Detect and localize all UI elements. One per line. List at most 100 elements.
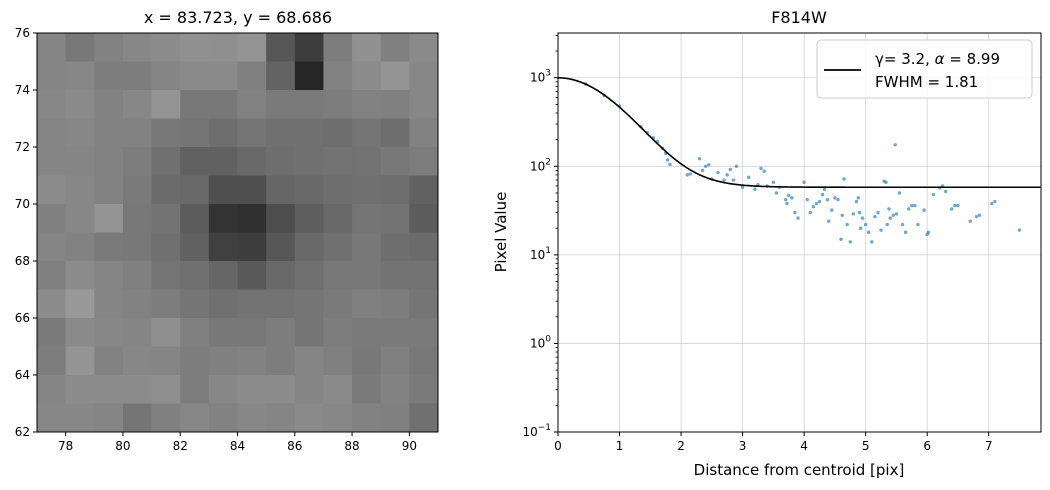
heatmap-cell <box>94 375 124 404</box>
data-point <box>716 170 720 175</box>
legend-alpha-value: = 8.99 <box>945 50 1001 68</box>
data-point <box>900 222 905 227</box>
y-tick-label: 103 <box>530 69 551 85</box>
x-tick-label: 7 <box>985 439 993 453</box>
data-point <box>814 201 819 206</box>
data-point <box>956 203 960 208</box>
data-point <box>753 187 757 191</box>
heatmap-cell <box>380 375 410 404</box>
heatmap-cell <box>237 318 267 347</box>
heatmap-cell <box>180 33 210 62</box>
heatmap-cell <box>380 61 410 91</box>
heatmap-cell <box>94 318 124 347</box>
data-point <box>839 237 843 241</box>
heatmap-cell <box>180 346 210 376</box>
heatmap-cell <box>237 61 267 91</box>
heatmap-cell <box>208 61 238 91</box>
data-point <box>968 219 972 223</box>
data-point <box>740 185 745 189</box>
heatmap-cell <box>151 61 181 91</box>
heatmap-cell <box>380 147 410 176</box>
heatmap-cell <box>65 346 95 376</box>
heatmap-cell <box>323 232 353 262</box>
heatmap-cell <box>122 261 153 290</box>
heatmap-y-tick-label: 64 <box>15 368 30 382</box>
data-point <box>907 207 911 211</box>
heatmap-cell <box>237 232 267 262</box>
heatmap-cell <box>151 318 181 347</box>
data-point <box>783 197 788 202</box>
legend-gamma-text: γ= 3.2, <box>875 50 935 68</box>
data-point <box>879 228 883 232</box>
data-point <box>913 203 917 208</box>
data-point <box>854 199 859 204</box>
data-point <box>668 162 672 167</box>
heatmap-cell <box>323 346 353 376</box>
scatter-x-ticks: 0 1 2 3 4 5 6 7 <box>554 432 993 453</box>
data-point <box>796 216 800 220</box>
data-point <box>867 230 871 234</box>
heatmap-cell <box>409 61 439 91</box>
heatmap-cell <box>294 232 324 262</box>
data-point <box>785 201 789 206</box>
heatmap-cell <box>237 147 267 176</box>
heatmap-cell <box>37 204 67 233</box>
scatter-points <box>583 82 1022 244</box>
heatmap-cell <box>208 204 238 233</box>
data-point <box>833 196 837 200</box>
heatmap-cell <box>122 375 153 404</box>
heatmap-cell <box>37 61 67 91</box>
heatmap-cell <box>122 403 153 433</box>
heatmap-cell <box>37 289 67 319</box>
heatmap-cell <box>180 403 210 433</box>
heatmap-cell <box>122 61 153 91</box>
heatmap-cell <box>180 289 210 319</box>
heatmap-cell <box>180 175 210 205</box>
heatmap-cell <box>266 33 296 62</box>
heatmap-cell <box>180 232 210 262</box>
heatmap-cell <box>208 261 238 290</box>
heatmap-cell <box>151 33 181 62</box>
heatmap-cell <box>151 346 181 376</box>
heatmap-cell <box>151 175 181 205</box>
data-point <box>728 167 732 172</box>
heatmap-cell <box>294 375 324 404</box>
heatmap-cell <box>294 33 324 62</box>
heatmap-cell <box>94 33 124 62</box>
heatmap-cell <box>409 33 439 62</box>
heatmap-cell <box>294 147 324 176</box>
heatmap-cell <box>266 375 296 404</box>
heatmap-cell <box>352 289 382 319</box>
heatmap-cell <box>37 346 67 376</box>
data-point <box>685 173 689 177</box>
heatmap-cell <box>323 33 353 62</box>
heatmap-cell <box>266 403 296 433</box>
data-point <box>977 213 982 217</box>
x-tick-label: 6 <box>923 439 931 453</box>
legend: γ= 3.2, α = 8.99 FWHM = 1.81 <box>816 39 1033 99</box>
heatmap-cell <box>208 33 238 62</box>
y-tick-label: 102 <box>530 157 551 173</box>
heatmap-cell <box>409 346 439 376</box>
heatmap-cell <box>237 90 267 119</box>
y-axis-label: Pixel Value <box>492 192 510 273</box>
heatmap-cell <box>122 175 153 205</box>
heatmap-cell <box>294 175 324 205</box>
data-point <box>950 207 954 211</box>
data-point <box>993 199 997 204</box>
data-point <box>707 163 711 167</box>
heatmap-cell <box>323 204 353 233</box>
heatmap-cell <box>151 90 181 119</box>
heatmap-x-tick-label: 86 <box>287 439 302 453</box>
x-tick-label: 2 <box>677 439 685 453</box>
data-point <box>731 178 736 182</box>
heatmap-cell <box>65 147 95 176</box>
heatmap-cell <box>352 90 382 119</box>
heatmap-cell <box>122 118 153 148</box>
heatmap-cell <box>323 375 353 404</box>
legend-entry-fit: γ= 3.2, α = 8.99 <box>875 50 1000 68</box>
heatmap-cell <box>323 403 353 433</box>
data-point <box>790 196 794 200</box>
data-point <box>943 189 948 194</box>
heatmap-cell <box>65 118 95 148</box>
